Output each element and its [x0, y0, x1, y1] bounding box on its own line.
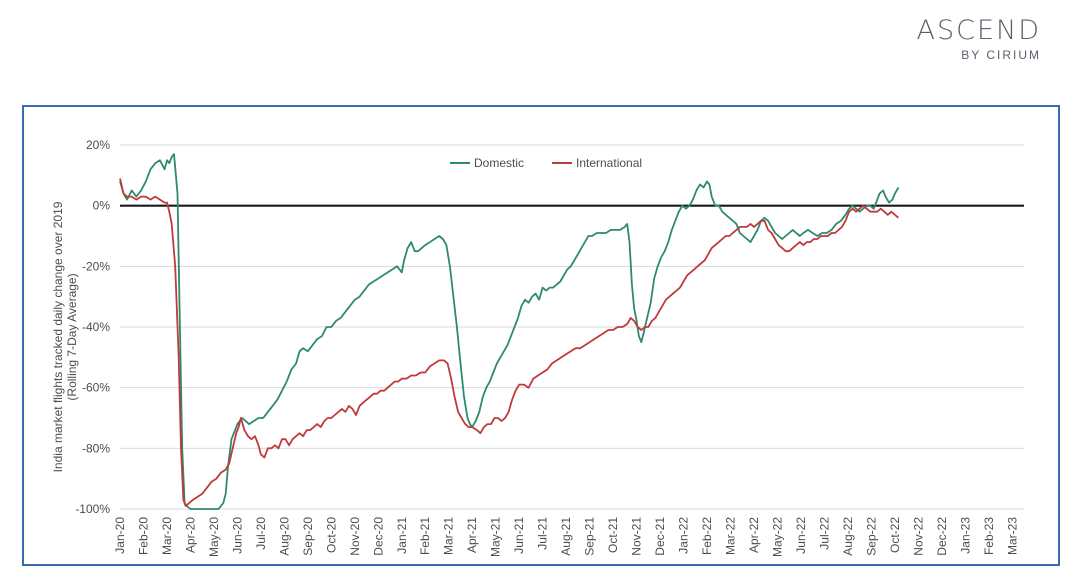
y-axis-label-line2: (Rolling 7-Day Average)	[65, 273, 79, 400]
chart-legend: Domestic International	[450, 156, 642, 170]
series-line-international	[119, 178, 899, 507]
x-tick-label: Mar-23	[1005, 517, 1019, 555]
x-tick-label: Mar-22	[723, 517, 737, 555]
x-tick-label: Dec-20	[371, 517, 385, 556]
x-tick-label: Mar-21	[442, 517, 456, 555]
x-tick-label: Jul-22	[817, 517, 831, 550]
y-axis-label-line1: India market flights tracked daily chang…	[51, 201, 65, 472]
x-tick-label: Feb-22	[700, 517, 714, 555]
x-tick-label: Dec-21	[653, 517, 667, 556]
x-tick-label: Oct-21	[606, 517, 620, 553]
x-tick-label: Jul-21	[536, 517, 550, 550]
x-tick-label: Aug-21	[559, 517, 573, 556]
x-tick-label: Nov-20	[348, 517, 362, 556]
series-line-domestic	[119, 153, 900, 510]
x-tick-label: Jun-20	[230, 517, 244, 554]
x-tick-label: Sep-20	[301, 517, 315, 556]
chart-gridlines	[120, 144, 1024, 510]
y-tick-label: -100%	[75, 502, 110, 516]
x-tick-label: Aug-20	[277, 517, 291, 556]
y-tick-label: -20%	[82, 259, 110, 273]
x-tick-label: Oct-22	[888, 517, 902, 553]
legend-label-domestic: Domestic	[474, 156, 524, 170]
logo-subtitle: BY CIRIUM	[961, 48, 1041, 62]
x-tick-label: Sep-21	[583, 517, 597, 556]
series-lines	[119, 153, 900, 510]
x-tick-label: Jun-22	[794, 517, 808, 554]
x-tick-label: Mar-20	[160, 517, 174, 555]
x-tick-label: Apr-20	[183, 517, 197, 553]
x-tick-label: Nov-21	[630, 517, 644, 556]
logo-title: ASCEND	[916, 15, 1041, 46]
y-tick-label: -40%	[82, 320, 110, 334]
x-tick-label: Oct-20	[324, 517, 338, 553]
y-tick-label: 0%	[93, 199, 111, 213]
x-tick-label: Feb-23	[982, 517, 996, 555]
x-tick-label: Apr-22	[747, 517, 761, 553]
x-tick-label: Sep-22	[864, 517, 878, 556]
line-chart: 20% 0% -20% -40% -60% -80% -100% Jan-20 Feb-20 M…	[51, 138, 1024, 557]
x-tick-label: Nov-22	[911, 517, 925, 556]
chart-frame: 20% 0% -20% -40% -60% -80% -100% Jan-20 Feb-20 M…	[22, 105, 1060, 566]
y-axis-ticks: 20% 0% -20% -40% -60% -80% -100%	[75, 138, 110, 516]
x-tick-label: Jan-22	[677, 517, 691, 554]
x-tick-label: Apr-21	[465, 517, 479, 553]
x-tick-label: May-20	[207, 517, 221, 557]
x-tick-label: May-22	[770, 517, 784, 557]
x-tick-label: Jul-20	[254, 517, 268, 550]
ascend-logo: ASCEND BY CIRIUM	[916, 14, 1041, 62]
x-tick-label: Aug-22	[841, 517, 855, 556]
x-tick-label: Dec-22	[935, 517, 949, 556]
y-axis-label: India market flights tracked daily chang…	[51, 201, 79, 472]
x-axis-ticks: Jan-20 Feb-20 Mar-20 Apr-20 May-20 Jun-20 Jul-…	[113, 517, 1019, 557]
x-tick-label: May-21	[489, 517, 503, 557]
legend-label-international: International	[576, 156, 642, 170]
x-tick-label: Jun-21	[512, 517, 526, 554]
y-tick-label: -80%	[82, 441, 110, 455]
y-tick-label: 20%	[86, 138, 110, 152]
y-tick-label: -60%	[82, 381, 110, 395]
x-tick-label: Feb-20	[136, 517, 150, 555]
x-tick-label: Jan-23	[958, 517, 972, 554]
x-tick-label: Jan-21	[395, 517, 409, 554]
x-tick-label: Feb-21	[418, 517, 432, 555]
x-tick-label: Jan-20	[113, 517, 127, 554]
